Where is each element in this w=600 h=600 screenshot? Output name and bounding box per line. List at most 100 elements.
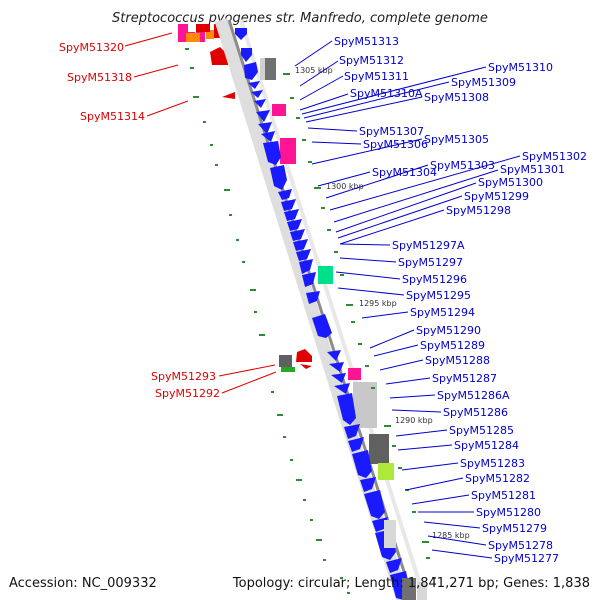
gene-label[interactable]: SpyM51297: [398, 256, 463, 269]
forward-gene: [244, 62, 258, 80]
light-grey-feature: [417, 582, 427, 600]
gene-label[interactable]: SpyM51308: [424, 91, 489, 104]
scale-label: 1305 kbp: [295, 66, 333, 75]
leader-line: [307, 127, 358, 132]
leader-line: [391, 409, 442, 413]
gene-label[interactable]: SpyM51314: [80, 110, 145, 123]
forward-gene: [296, 249, 311, 261]
gene-label[interactable]: SpyM51298: [446, 204, 511, 217]
gene-label[interactable]: SpyM51303: [430, 159, 495, 172]
gene-label[interactable]: SpyM51286: [443, 406, 508, 419]
forward-gene: [306, 291, 320, 304]
gene-label[interactable]: SpyM51290: [416, 324, 481, 337]
gene-label[interactable]: SpyM51301: [500, 163, 565, 176]
gene-label[interactable]: SpyM51310A: [350, 87, 423, 100]
gene-label[interactable]: SpyM51277: [494, 552, 559, 565]
forward-gene: [278, 189, 292, 200]
gene-label[interactable]: SpyM51313: [334, 35, 399, 48]
forward-gene: [254, 99, 266, 108]
leader-line: [146, 100, 189, 117]
gene-label[interactable]: SpyM51306: [363, 138, 428, 151]
gene-label[interactable]: SpyM51284: [454, 439, 519, 452]
gene-label[interactable]: SpyM51299: [464, 190, 529, 203]
gene-label[interactable]: SpyM51307: [359, 125, 424, 138]
gene-label[interactable]: SpyM51300: [478, 176, 543, 189]
leader-line: [335, 182, 477, 233]
forward-gene: [261, 131, 275, 142]
forward-gene: [293, 239, 308, 251]
reverse-gene: [206, 30, 214, 39]
gene-label[interactable]: SpyM51279: [482, 522, 547, 535]
scale-label-bg: [357, 297, 399, 308]
leader-line: [133, 64, 179, 78]
gene-label[interactable]: SpyM51280: [476, 506, 541, 519]
gene-label[interactable]: SpyM51281: [471, 489, 536, 502]
leader-line: [339, 243, 391, 246]
leader-line: [373, 344, 419, 357]
gene-label[interactable]: SpyM51285: [449, 424, 514, 437]
gene-label[interactable]: SpyM51304: [372, 166, 437, 179]
forward-gene: [352, 450, 372, 478]
leader-line: [385, 377, 431, 385]
gene-label[interactable]: SpyM51288: [425, 354, 490, 367]
gene-label[interactable]: SpyM51297A: [392, 239, 465, 252]
gene-label[interactable]: SpyM51293: [151, 370, 216, 383]
scale-label-bg: [393, 414, 435, 425]
gene-label[interactable]: SpyM51305: [424, 133, 489, 146]
gene-label[interactable]: SpyM51296: [402, 273, 467, 286]
gene-label[interactable]: SpyM51282: [465, 472, 530, 485]
reverse-gene: [210, 47, 228, 65]
gene-label[interactable]: SpyM51311: [344, 70, 409, 83]
grey-feature: [402, 578, 416, 600]
forward-strand-track: [235, 28, 427, 600]
leader-line: [405, 477, 464, 491]
gene-label[interactable]: SpyM51295: [406, 289, 471, 302]
scale-label: 1300 kbp: [326, 182, 364, 191]
accession-text: Accession: NC_009332: [9, 576, 157, 591]
backbone: [214, 18, 427, 600]
leader-line: [427, 535, 487, 546]
gene-label[interactable]: SpyM51278: [488, 539, 553, 552]
forward-gene: [348, 437, 364, 452]
leader-line: [369, 329, 415, 349]
leader-line: [423, 521, 481, 529]
leader-line: [294, 40, 333, 67]
backbone-line: [227, 19, 415, 600]
leader-line: [395, 429, 448, 437]
gene-label[interactable]: SpyM51309: [451, 76, 516, 89]
gene-label[interactable]: SpyM51302: [522, 150, 587, 163]
forward-gene: [344, 424, 360, 439]
leader-line: [317, 171, 371, 187]
gene-label[interactable]: SpyM51294: [410, 306, 475, 319]
forward-gene: [327, 350, 341, 361]
leader-line: [325, 164, 429, 199]
right-label-leaders: [294, 40, 521, 559]
gene-label[interactable]: SpyM51287: [432, 372, 497, 385]
leader-line: [299, 75, 344, 101]
leader-line: [401, 462, 459, 471]
gene-label[interactable]: SpyM51289: [420, 339, 485, 352]
scale-label-bg: [324, 180, 366, 191]
forward-gene: [364, 490, 385, 519]
rna-gene: [196, 32, 205, 42]
gene-label[interactable]: SpyM51320: [59, 41, 124, 54]
forward-gene: [256, 110, 270, 122]
leader-line: [333, 169, 499, 223]
forward-gene: [302, 272, 316, 287]
gene-label[interactable]: SpyM51286A: [437, 389, 510, 402]
lime-feature: [378, 463, 394, 480]
gene-label[interactable]: SpyM51318: [67, 71, 132, 84]
leader-line: [303, 81, 450, 119]
gene-label[interactable]: SpyM51283: [460, 457, 525, 470]
leader-line: [299, 60, 339, 87]
gene-label[interactable]: SpyM51310: [488, 61, 553, 74]
gene-label[interactable]: SpyM51292: [155, 387, 220, 400]
leader-line: [311, 141, 362, 145]
gene-label[interactable]: SpyM51312: [339, 54, 404, 67]
reverse-gene: [186, 33, 200, 42]
leader-line: [299, 93, 349, 111]
leader-line: [124, 32, 173, 47]
forward-gene: [337, 393, 356, 425]
reverse-gene: [296, 349, 312, 362]
